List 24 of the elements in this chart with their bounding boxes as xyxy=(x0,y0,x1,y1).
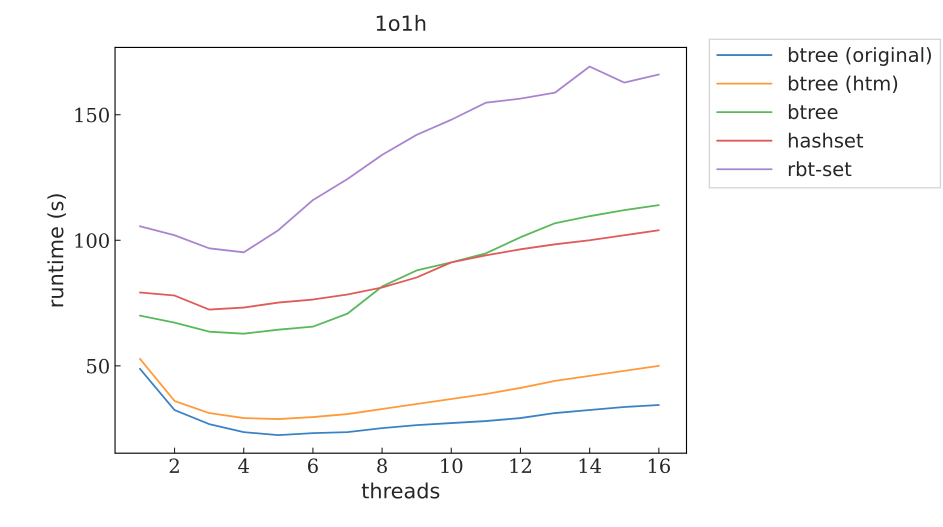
x-tick-label: 10 xyxy=(441,458,462,474)
line-series xyxy=(139,204,660,335)
x-tick-label: 6 xyxy=(308,458,318,474)
legend-label: btree xyxy=(788,104,838,120)
y-tick-label: 50 xyxy=(87,358,109,374)
x-axis-title: threads xyxy=(362,482,440,499)
y-tick-label: 100 xyxy=(75,233,109,248)
line-series xyxy=(139,66,660,254)
y-tick-label: 150 xyxy=(75,108,109,122)
y-axis-title: runtime (s) xyxy=(47,194,66,306)
x-tick-label: 8 xyxy=(377,458,387,474)
line-series xyxy=(139,229,660,310)
legend-label: btree (htm) xyxy=(788,76,898,93)
x-tick-label: 16 xyxy=(648,458,670,474)
x-tick-label: 4 xyxy=(238,458,249,473)
chart-title: 1o1h xyxy=(376,14,426,32)
legend-label: rbt-set xyxy=(788,161,852,176)
legend-label: btree (original) xyxy=(788,47,931,66)
x-tick-label: 12 xyxy=(510,458,531,473)
line-series xyxy=(139,358,660,420)
x-tick-label: 14 xyxy=(580,458,602,473)
legend-label: hashset xyxy=(788,132,864,148)
x-tick-label: 2 xyxy=(170,458,179,473)
line-series xyxy=(139,368,660,436)
